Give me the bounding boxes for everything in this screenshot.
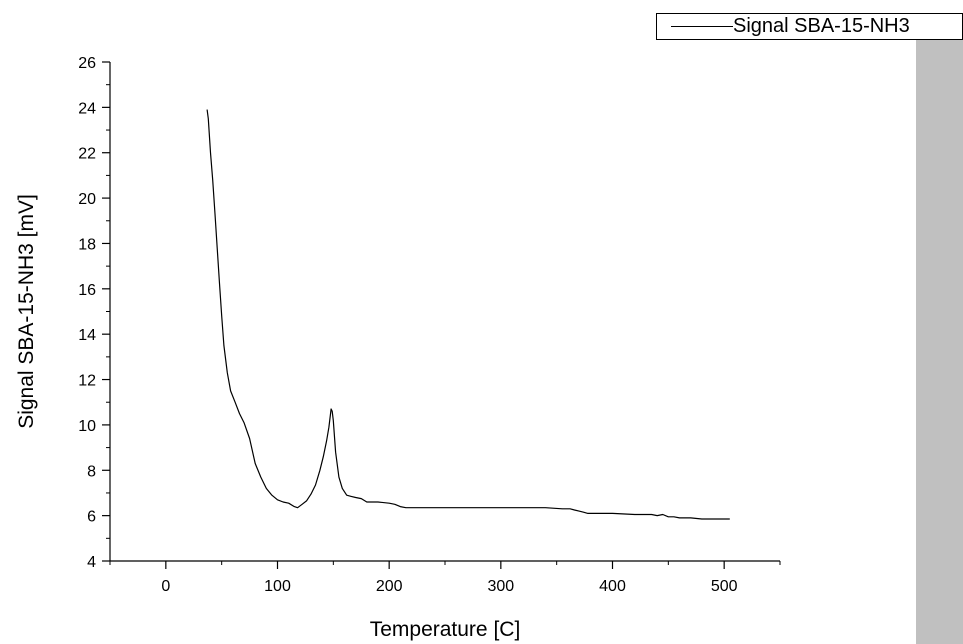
y-tick-label: 4 <box>87 554 96 571</box>
x-tick-label: 300 <box>487 578 514 595</box>
y-axis-title: Signal SBA-15-NH3 [mV] <box>15 194 38 429</box>
x-tick-label: 500 <box>711 578 738 595</box>
y-tick-label: 10 <box>78 418 96 435</box>
y-tick-label: 16 <box>78 282 96 299</box>
x-tick-label: 100 <box>264 578 291 595</box>
tick-labels: 0 100 200 300 400 500 4 6 8 10 12 14 16 18 20 22 24 26 <box>78 55 737 595</box>
y-tick-label: 8 <box>87 463 96 480</box>
y-tick-label: 20 <box>78 191 96 208</box>
tick-marks <box>102 61 781 569</box>
y-tick-label: 12 <box>78 373 96 390</box>
y-tick-label: 22 <box>78 146 96 163</box>
series-line-0 <box>206 109 730 520</box>
y-tick-label: 26 <box>78 55 96 72</box>
legend: Signal SBA-15-NH3 <box>656 13 963 40</box>
y-tick-label: 18 <box>78 236 96 253</box>
x-tick-label: 400 <box>599 578 626 595</box>
axes <box>109 62 780 562</box>
y-tick-label: 14 <box>78 327 96 344</box>
y-tick-label: 24 <box>78 100 96 117</box>
x-axis-title: Temperature [C] <box>370 618 521 641</box>
series-layer <box>206 109 730 520</box>
x-tick-label: 200 <box>376 578 403 595</box>
x-tick-label: 0 <box>161 578 170 595</box>
side-panel <box>916 38 963 644</box>
y-tick-label: 6 <box>87 509 96 526</box>
legend-label: Signal SBA-15-NH3 <box>733 15 910 37</box>
legend-line-swatch <box>671 26 733 27</box>
